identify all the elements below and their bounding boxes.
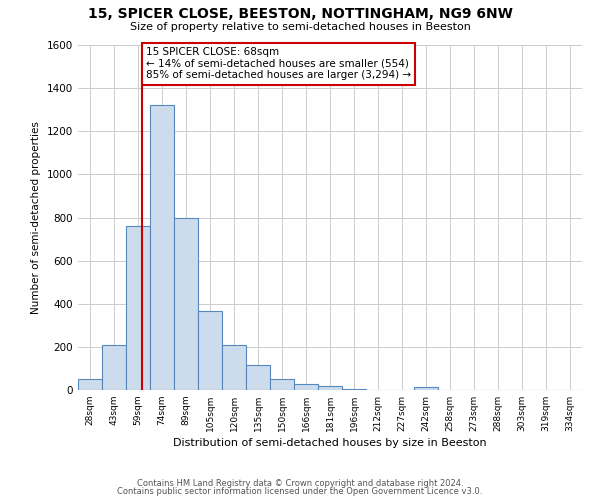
Bar: [318, 386, 342, 390]
Bar: [78, 379, 102, 390]
Bar: [342, 389, 366, 390]
X-axis label: Distribution of semi-detached houses by size in Beeston: Distribution of semi-detached houses by …: [173, 438, 487, 448]
Bar: [294, 384, 318, 390]
Text: Size of property relative to semi-detached houses in Beeston: Size of property relative to semi-detach…: [130, 22, 470, 32]
Bar: [174, 218, 198, 390]
Text: Contains public sector information licensed under the Open Government Licence v3: Contains public sector information licen…: [118, 487, 482, 496]
Bar: [414, 387, 438, 390]
Bar: [150, 106, 174, 390]
Text: Contains HM Land Registry data © Crown copyright and database right 2024.: Contains HM Land Registry data © Crown c…: [137, 478, 463, 488]
Bar: [270, 379, 294, 390]
Bar: [198, 312, 222, 390]
Bar: [126, 226, 150, 390]
Text: 15, SPICER CLOSE, BEESTON, NOTTINGHAM, NG9 6NW: 15, SPICER CLOSE, BEESTON, NOTTINGHAM, N…: [88, 8, 512, 22]
Bar: [246, 365, 270, 390]
Text: 15 SPICER CLOSE: 68sqm
← 14% of semi-detached houses are smaller (554)
85% of se: 15 SPICER CLOSE: 68sqm ← 14% of semi-det…: [146, 47, 411, 80]
Bar: [222, 344, 246, 390]
Bar: [102, 344, 126, 390]
Y-axis label: Number of semi-detached properties: Number of semi-detached properties: [31, 121, 41, 314]
